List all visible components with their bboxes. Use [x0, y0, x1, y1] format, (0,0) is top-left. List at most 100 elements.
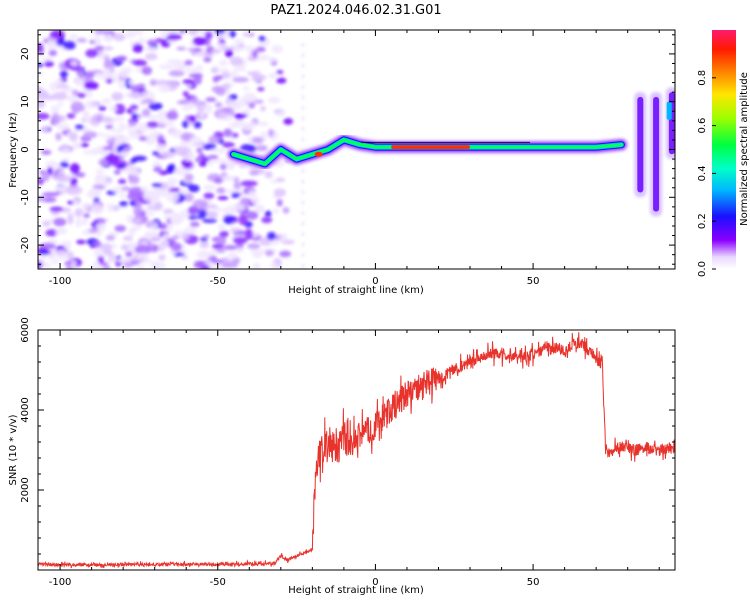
noise-blob	[252, 262, 261, 269]
snr-y-ticks: 2000 4000 6000	[20, 317, 675, 555]
noise-blob	[62, 157, 70, 163]
spectrogram-y-tick-label: 10	[20, 95, 31, 108]
noise-blob	[67, 213, 74, 225]
noise-blob	[271, 45, 284, 54]
noise-blob	[199, 241, 210, 249]
noise-dash	[301, 43, 304, 47]
noise-blob	[76, 38, 87, 43]
noise-blob	[212, 243, 224, 250]
noise-blob	[203, 184, 216, 191]
noise-blob	[196, 250, 212, 259]
noise-blob	[38, 99, 46, 108]
noise-blob	[249, 122, 257, 128]
noise-blob	[248, 190, 257, 197]
spectrogram-x-tick-label: 50	[527, 276, 540, 287]
noise-dash	[301, 74, 304, 78]
noise-blob	[217, 111, 227, 119]
noise-blob	[133, 59, 148, 67]
noise-blob	[202, 218, 218, 223]
noise-blob	[94, 36, 102, 46]
noise-blob	[255, 79, 263, 84]
noise-dash	[301, 64, 304, 68]
noise-blob	[227, 251, 237, 260]
noise-blob	[232, 236, 248, 245]
noise-blob	[170, 242, 182, 252]
spectrogram-y-tick-label: -20	[20, 237, 31, 253]
spectrogram-y-ticks: -20 -10 0 10 20	[20, 34, 675, 265]
noise-blob	[163, 208, 174, 214]
noise-blob	[42, 127, 49, 132]
noise-blob	[158, 64, 176, 70]
noise-blob	[44, 60, 54, 67]
noise-blob	[68, 132, 78, 142]
noise-blob	[51, 113, 61, 124]
noise-blob	[74, 208, 84, 218]
noise-blob	[162, 233, 170, 238]
noise-blob	[154, 188, 166, 195]
noise-blob	[145, 52, 158, 61]
noise-blob	[207, 160, 215, 166]
noise-blob	[221, 174, 236, 182]
spectrogram-x-tick-label: -100	[49, 276, 72, 287]
noise-blob	[227, 102, 243, 107]
noise-blob	[38, 177, 45, 185]
noise-dash	[301, 222, 304, 226]
noise-blob	[171, 218, 181, 226]
noise-blob	[217, 237, 226, 245]
signal-fragment	[637, 96, 644, 193]
noise-blob	[50, 30, 65, 39]
noise-blob	[188, 73, 203, 79]
noise-blob	[118, 122, 126, 129]
noise-blob	[125, 251, 133, 257]
noise-blob	[71, 89, 79, 96]
noise-blob	[57, 101, 64, 106]
noise-blob	[76, 92, 87, 98]
noise-blob	[128, 166, 141, 178]
noise-blob	[41, 197, 57, 203]
noise-blob	[184, 67, 198, 73]
noise-blob	[117, 178, 127, 185]
noise-blob	[231, 132, 239, 138]
noise-blob	[182, 120, 189, 129]
noise-blob	[202, 143, 217, 150]
noise-blob	[94, 45, 105, 51]
noise-dash	[301, 53, 304, 57]
colorbar-tick-label: 0.4	[697, 165, 708, 181]
noise-blob	[240, 180, 258, 187]
noise-blob	[203, 56, 212, 63]
noise-blob	[123, 146, 133, 151]
noise-blob	[132, 43, 144, 53]
noise-blob	[117, 163, 125, 168]
noise-blob	[75, 217, 82, 228]
noise-blob	[196, 106, 205, 112]
noise-blob	[113, 33, 126, 42]
colorbar-ticks: 0.0 0.2 0.4 0.6 0.8	[697, 70, 716, 277]
noise-blob	[64, 243, 71, 251]
noise-blob	[184, 173, 194, 181]
noise-blob	[177, 66, 185, 72]
noise-blob	[95, 115, 103, 122]
noise-blob	[49, 82, 60, 92]
noise-blob	[266, 231, 277, 241]
noise-blob	[144, 212, 155, 217]
noise-blob	[211, 85, 224, 93]
noise-blob	[55, 78, 64, 86]
noise-blob	[105, 235, 116, 241]
noise-blob	[142, 191, 159, 202]
noise-blob	[188, 207, 199, 215]
snr-x-ticks: -100 -50 0 50	[49, 330, 660, 588]
noise-blob	[187, 102, 196, 109]
colorbar-tick-label: 0.0	[697, 261, 708, 277]
noise-blob	[106, 202, 115, 212]
noise-blob	[214, 30, 227, 34]
noise-blob	[113, 169, 121, 175]
noise-blob	[70, 101, 84, 112]
noise-blob	[84, 81, 99, 90]
noise-blob	[187, 215, 198, 220]
noise-blob	[155, 143, 167, 151]
noise-blob	[221, 262, 239, 269]
noise-blob	[148, 102, 163, 111]
noise-blob	[102, 97, 111, 105]
noise-dash	[301, 211, 304, 215]
noise-blob	[202, 234, 210, 239]
